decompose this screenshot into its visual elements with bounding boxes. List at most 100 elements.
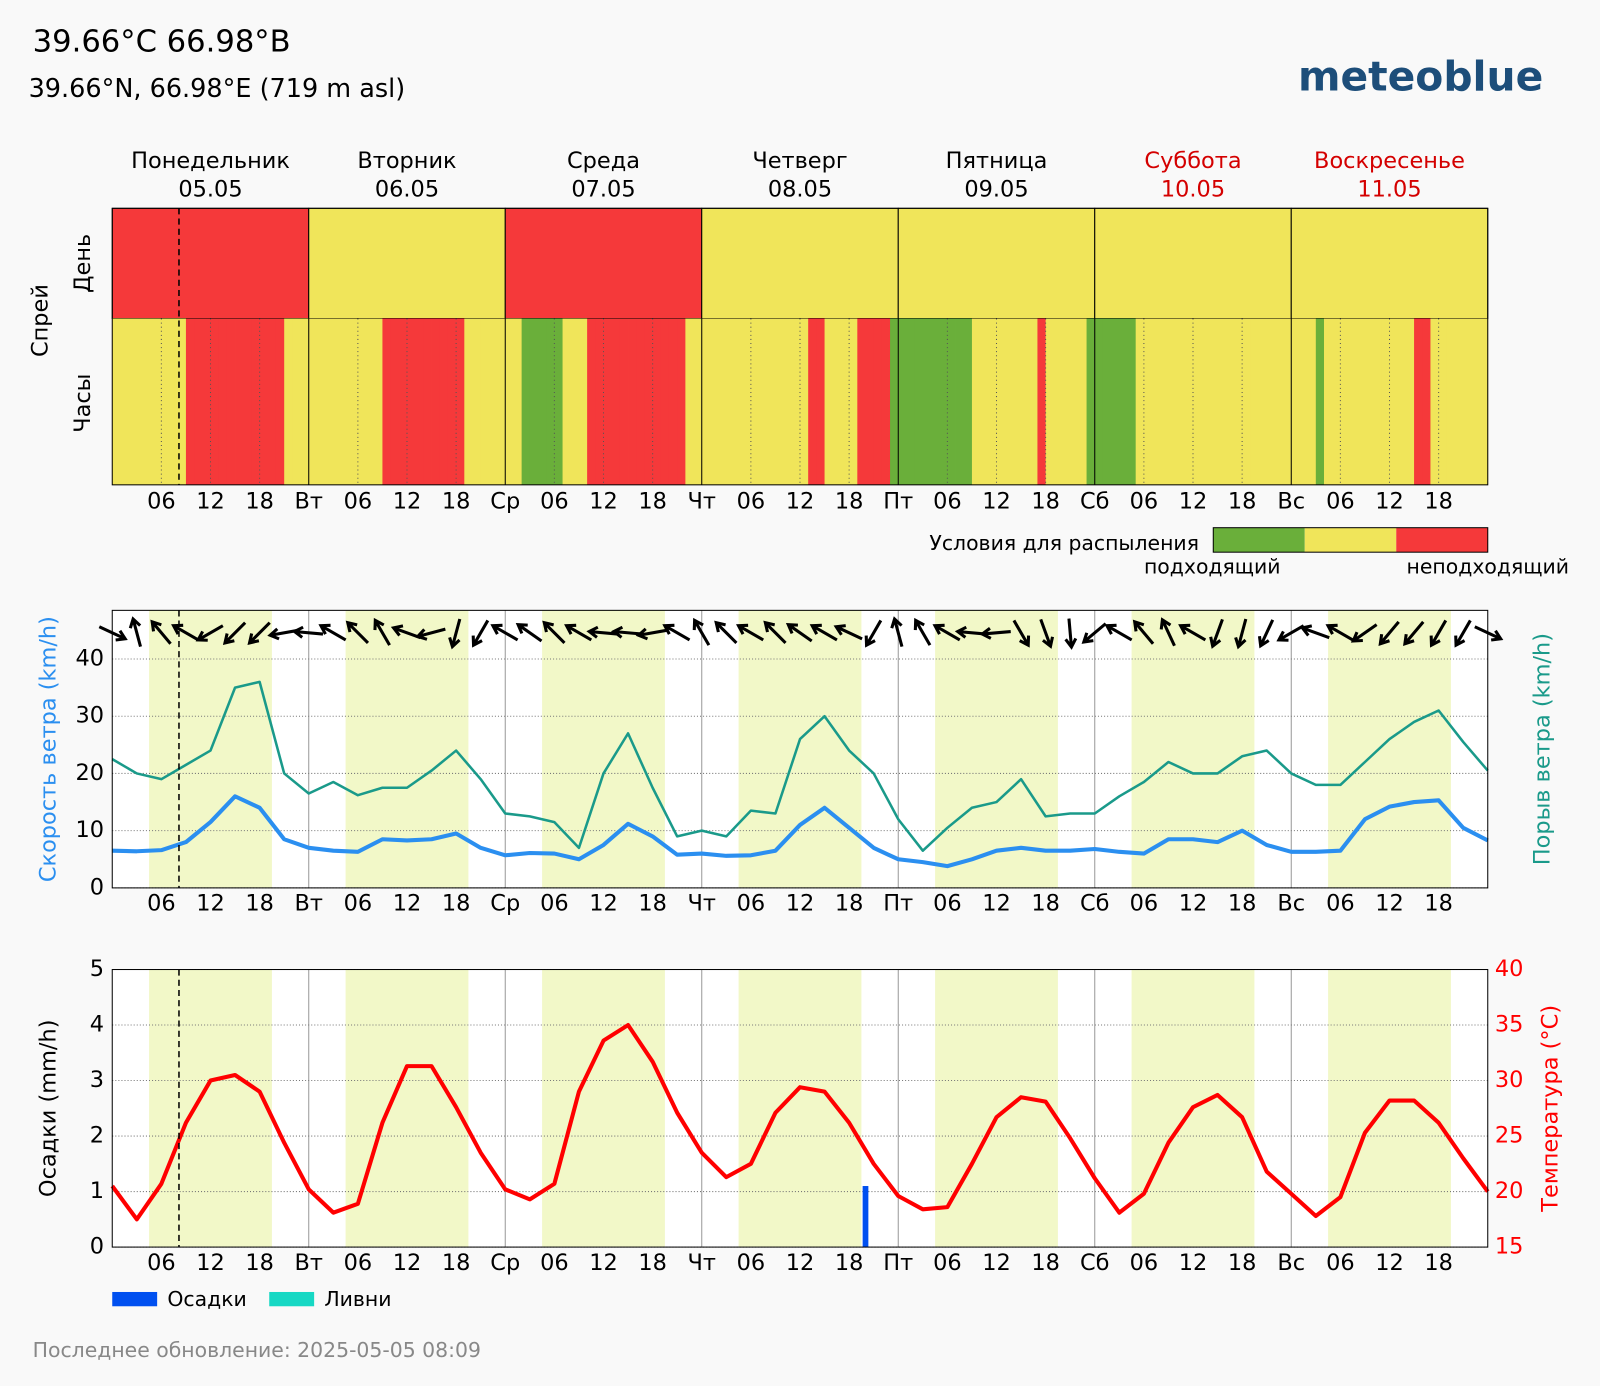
wind-arrow (471, 619, 490, 648)
hour-cell (521, 318, 531, 485)
wind-arrow (635, 627, 667, 641)
hour-cell (529, 318, 539, 485)
hour-cell (1381, 318, 1390, 485)
day-cell (308, 207, 506, 320)
arrow-shape (128, 616, 142, 647)
hour-cell (881, 318, 891, 485)
arrow-shape (1325, 623, 1354, 642)
day-date: 08.05 (768, 176, 832, 202)
hour-cell (112, 318, 121, 485)
hour-cell (275, 318, 285, 485)
x-tick-label: 06 (1130, 891, 1159, 917)
spray-title: Спрей (27, 284, 53, 357)
arrow-shape (448, 618, 462, 650)
hour-cell (628, 318, 637, 485)
hour-cell (1037, 318, 1047, 485)
hour-cell (832, 318, 842, 485)
y-tick-label: 3 (90, 1067, 104, 1093)
hour-cell (914, 318, 924, 485)
hour-cell (726, 318, 735, 485)
arrow-shape (291, 625, 324, 639)
legend-label: подходящий (1144, 554, 1281, 578)
hour-cell (537, 318, 547, 485)
day-name: Четверг (752, 148, 847, 174)
day-cell (701, 207, 899, 320)
arrow-shape (1454, 619, 1472, 648)
arrow-shape (1378, 620, 1400, 646)
hour-cell (775, 318, 785, 485)
x-tick-label: 12 (589, 489, 618, 515)
hour-cell (1446, 318, 1456, 485)
x-tick-label: Ср (490, 1250, 520, 1276)
wind-arrow (1325, 623, 1354, 642)
x-tick-label: 18 (638, 489, 667, 515)
subtitle: 39.66°N, 66.98°E (719 m asl) (29, 74, 406, 104)
wind-line (112, 794, 1489, 869)
hour-cell (1332, 318, 1341, 485)
x-tick-label: 18 (245, 1250, 274, 1276)
hour-cell (1274, 318, 1284, 485)
y-tick-label: 4 (90, 1012, 104, 1038)
hour-cell (971, 318, 981, 485)
hour-cell (185, 318, 195, 485)
daylight-band (738, 610, 862, 888)
y2-tick-label: 40 (1495, 956, 1524, 982)
hour-cell (980, 318, 989, 485)
hour-cell (1299, 318, 1309, 485)
hour-cell (857, 318, 866, 485)
daylight-band (542, 610, 665, 888)
wind-arrow (1159, 617, 1176, 647)
hour-cell (218, 318, 228, 485)
arrow-shape (833, 624, 863, 641)
x-tick-label: 18 (442, 1250, 471, 1276)
hour-cell (1389, 318, 1399, 485)
x-tick-label: 06 (737, 891, 766, 917)
day-cell (1094, 207, 1292, 320)
arrow-shape (1257, 619, 1275, 649)
wind-arrow (128, 616, 142, 647)
wind-arrow (763, 620, 787, 644)
legend-swatch (269, 1291, 315, 1307)
hour-cell (136, 318, 146, 485)
arrow-shape (932, 623, 961, 642)
y-axis-label: Осадки (mm/h) (35, 1020, 61, 1198)
wind-arrow (515, 622, 543, 643)
wind-arrow (247, 621, 271, 645)
day-date: 11.05 (1357, 176, 1421, 202)
arrow-shape (1276, 624, 1305, 642)
x-tick-label: 18 (1228, 891, 1257, 917)
logo: meteoblue (1298, 53, 1543, 101)
x-tick-label: Вт (295, 891, 323, 917)
wind-arrow (1012, 619, 1031, 648)
x-tick-label: 18 (1228, 489, 1257, 515)
hour-cell (1455, 318, 1464, 485)
wind-arrow (785, 622, 813, 643)
hour-cell (636, 318, 645, 485)
x-tick-label: 12 (589, 891, 618, 917)
wind-arrow (222, 621, 247, 645)
hour-cell (415, 318, 424, 485)
arrow-shape (635, 627, 667, 641)
legend-label: Осадки (167, 1287, 246, 1311)
legend-swatch (1304, 527, 1397, 553)
hour-cell (677, 318, 686, 485)
x-tick-label: Сб (1080, 1250, 1110, 1276)
hour-cell (824, 318, 834, 485)
wind-arrow (979, 627, 1011, 640)
x-tick-label: 12 (1375, 1250, 1404, 1276)
arrow-shape (150, 619, 172, 645)
hour-cell (562, 318, 572, 485)
hour-cell (447, 318, 457, 485)
y-tick-label: 0 (90, 1234, 104, 1260)
y-tick-label: 20 (76, 760, 105, 786)
hour-cell (390, 318, 400, 485)
day-name: Вторник (357, 148, 456, 174)
hour-cell (1291, 318, 1300, 485)
hour-cell (505, 318, 514, 485)
hour-cell (1233, 318, 1243, 485)
hour-cell (1160, 318, 1169, 485)
hour-cell (988, 318, 997, 485)
arrow-shape (1039, 618, 1055, 649)
arrow-shape (890, 616, 904, 647)
